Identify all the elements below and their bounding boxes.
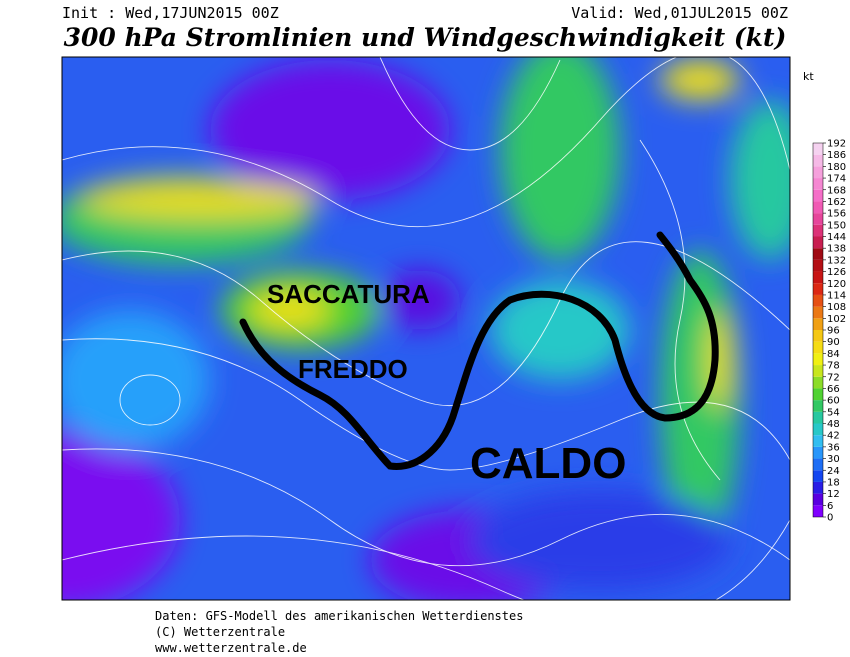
colorbar-segment <box>813 458 823 471</box>
colorbar-label: 108 <box>827 302 846 313</box>
colorbar-segment <box>813 376 823 389</box>
colorbar-segment <box>813 341 823 354</box>
colorbar-label: 162 <box>827 197 846 208</box>
colorbar-label: 42 <box>827 431 840 442</box>
colorbar-segment <box>813 446 823 459</box>
colorbar-label: 72 <box>827 372 840 383</box>
valid-time: Valid: Wed,01JUL2015 00Z <box>571 4 788 22</box>
colorbar-label: 54 <box>827 407 840 418</box>
colorbar-label: 150 <box>827 220 846 231</box>
colorbar-label: 90 <box>827 337 840 348</box>
colorbar-segment <box>813 283 823 295</box>
map-title: 300 hPa Stromlinien und Windgeschwindigk… <box>64 23 787 52</box>
colorbar-label: 48 <box>827 419 840 430</box>
colorbar-segment <box>813 481 823 494</box>
colorbar-label: 168 <box>827 185 846 196</box>
colorbar-label: 114 <box>827 290 846 301</box>
colorbar-segment <box>813 330 823 342</box>
colorbar-label: 12 <box>827 489 840 500</box>
colorbar-segment <box>813 505 823 517</box>
streamlines <box>62 57 790 600</box>
warm-label: CALDO <box>470 439 626 488</box>
colorbar-segment <box>813 423 823 436</box>
colorbar-segment <box>813 493 823 506</box>
colorbar: 0612182430364248546066727884909610210811… <box>812 139 846 524</box>
colorbar-label: 60 <box>827 396 840 407</box>
colorbar-segment <box>813 306 823 319</box>
colorbar-segment <box>813 470 823 482</box>
trough-label: SACCATURA <box>267 279 430 309</box>
colorbar-segment <box>813 294 823 307</box>
colorbar-label: 180 <box>827 162 846 173</box>
colorbar-label: 144 <box>827 232 846 243</box>
cold-label: FREDDO <box>298 354 408 384</box>
colorbar-segment <box>813 189 823 202</box>
colorbar-segment <box>813 411 823 424</box>
colorbar-label: 84 <box>827 349 840 360</box>
colorbar-segment <box>813 388 823 401</box>
colorbar-segment <box>813 213 823 225</box>
legend-unit: kt <box>803 70 814 83</box>
colorbar-segment <box>813 353 823 366</box>
colorbar-segment <box>813 201 823 214</box>
colorbar-segment <box>813 178 823 190</box>
colorbar-label: 186 <box>827 150 846 161</box>
colorbar-label: 18 <box>827 477 840 488</box>
colorbar-label: 138 <box>827 244 846 255</box>
colorbar-label: 132 <box>827 255 846 266</box>
footer-copyright: (C) Wetterzentrale <box>155 625 285 639</box>
colorbar-segment <box>813 259 823 272</box>
map-frame <box>61 56 791 601</box>
map-area <box>62 57 790 600</box>
colorbar-label: 0 <box>827 513 833 524</box>
trough-line <box>239 231 719 470</box>
colorbar-label: 174 <box>827 174 846 185</box>
colorbar-segment <box>813 271 823 284</box>
colorbar-segment <box>813 318 823 330</box>
colorbar-segment <box>813 154 823 167</box>
init-time: Init : Wed,17JUN2015 00Z <box>62 4 279 22</box>
colorbar-label: 78 <box>827 361 840 372</box>
colorbar-label: 120 <box>827 279 846 290</box>
wind-field <box>62 57 790 600</box>
colorbar-label: 96 <box>827 326 840 337</box>
colorbar-segment <box>813 236 823 249</box>
colorbar-label: 66 <box>827 384 840 395</box>
colorbar-frame <box>812 142 824 518</box>
colorbar-segment <box>813 365 823 377</box>
colorbar-segment <box>813 224 823 237</box>
colorbar-segment <box>813 248 823 260</box>
colorbar-label: 6 <box>827 501 833 512</box>
colorbar-segment <box>813 400 823 412</box>
colorbar-label: 126 <box>827 267 846 278</box>
colorbar-label: 30 <box>827 454 840 465</box>
footer-url: www.wetterzentrale.de <box>155 641 307 655</box>
colorbar-label: 192 <box>827 139 846 150</box>
colorbar-label: 24 <box>827 466 840 477</box>
footer-source: Daten: GFS-Modell des amerikanischen Wet… <box>155 609 523 623</box>
colorbar-segment <box>813 435 823 447</box>
colorbar-label: 36 <box>827 442 840 453</box>
colorbar-segment <box>813 166 823 179</box>
colorbar-segment <box>813 143 823 155</box>
colorbar-label: 102 <box>827 314 846 325</box>
colorbar-label: 156 <box>827 209 846 220</box>
